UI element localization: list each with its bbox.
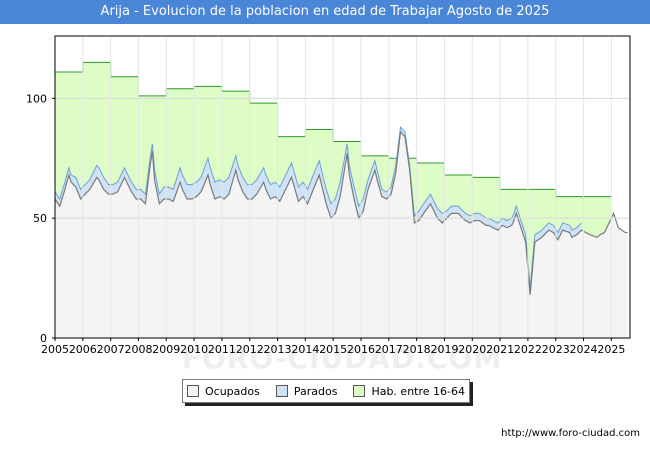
x-tick-label: 2018: [403, 343, 431, 356]
x-tick-label: 2016: [347, 343, 375, 356]
x-tick-label: 2008: [124, 343, 152, 356]
hab-line: [55, 61, 612, 198]
x-tick-label: 2012: [236, 343, 264, 356]
ocupados-line: [54, 130, 628, 295]
x-tick-label: 2022: [514, 343, 542, 356]
x-tick-label: 2006: [69, 343, 97, 356]
x-tick-label: 2019: [430, 343, 458, 356]
x-tick-label: 2015: [319, 343, 347, 356]
legend-label-parados: Parados: [293, 384, 338, 398]
parados-line: [54, 125, 582, 288]
footer-url: http://www.foro-ciudad.com: [501, 428, 640, 439]
x-tick-label: 2017: [375, 343, 403, 356]
x-tick-label: 2020: [458, 343, 486, 356]
legend-item-ocupados: Ocupados: [186, 384, 260, 398]
legend-label-hab: Hab. entre 16-64: [371, 384, 465, 398]
legend-swatch-parados: [275, 385, 288, 397]
legend-item-parados: Parados: [275, 384, 338, 398]
legend-swatch-hab: [353, 385, 366, 397]
chart-title: Arija - Evolucion de la poblacion en eda…: [0, 0, 650, 24]
legend: Ocupados Parados Hab. entre 16-64: [182, 379, 470, 403]
x-tick-label: 2023: [542, 343, 570, 356]
legend-label-ocupados: Ocupados: [204, 384, 260, 398]
x-tick-label: 2021: [486, 343, 514, 356]
x-tick-label: 2009: [152, 343, 180, 356]
ocupados-area: [55, 131, 628, 338]
x-tick-label: 2007: [97, 343, 125, 356]
x-tick-label: 2005: [41, 343, 69, 356]
x-tick-label: 2010: [180, 343, 208, 356]
watermark: FORO-CIUDAD.COM: [182, 342, 502, 375]
y-tick-label: 0: [40, 332, 47, 345]
x-tick-label: 2013: [264, 343, 292, 356]
y-tick-label: 100: [26, 92, 47, 105]
legend-item-hab: Hab. entre 16-64: [353, 385, 465, 398]
x-tick-label: 2011: [208, 343, 236, 356]
x-tick-label: 2024: [570, 343, 598, 356]
x-tick-label: 2025: [597, 343, 625, 356]
legend-swatch-ocupados: [186, 385, 199, 397]
y-tick-label: 50: [33, 212, 47, 225]
plot-border: [54, 35, 631, 339]
x-tick-label: 2014: [291, 343, 319, 356]
